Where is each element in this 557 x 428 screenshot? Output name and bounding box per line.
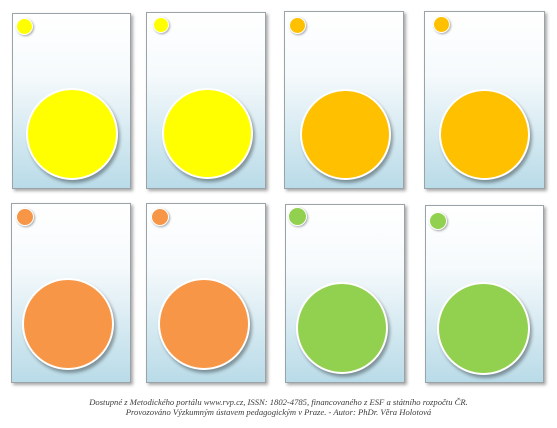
large-yellow-circle <box>26 88 118 180</box>
large-orange-circle <box>439 89 530 180</box>
color-card-2 <box>146 12 266 189</box>
color-card-4 <box>424 11 545 189</box>
small-orange-circle <box>289 17 306 34</box>
footer-line-1: Dostupné z Metodického portálu www.rvp.c… <box>89 397 468 407</box>
large-yellow-circle <box>162 88 253 179</box>
small-orange-circle <box>433 16 450 33</box>
small-light-orange-circle <box>151 208 169 226</box>
large-green-circle <box>437 282 530 375</box>
large-orange-circle <box>300 89 391 180</box>
large-light-orange-circle <box>158 278 250 370</box>
large-green-circle <box>296 282 388 374</box>
small-green-circle <box>288 207 307 226</box>
color-card-5 <box>11 203 131 383</box>
color-card-8 <box>425 205 544 383</box>
small-yellow-circle <box>16 18 33 35</box>
color-card-7 <box>285 204 405 383</box>
footer-line-2: Provozováno Výzkumným ústavem pedagogick… <box>125 407 432 417</box>
color-card-3 <box>284 11 404 189</box>
small-light-orange-circle <box>16 208 34 226</box>
color-card-1 <box>12 13 131 189</box>
large-light-orange-circle <box>22 278 114 370</box>
small-yellow-circle <box>153 17 169 33</box>
color-card-6 <box>146 203 266 383</box>
small-green-circle <box>429 212 447 230</box>
